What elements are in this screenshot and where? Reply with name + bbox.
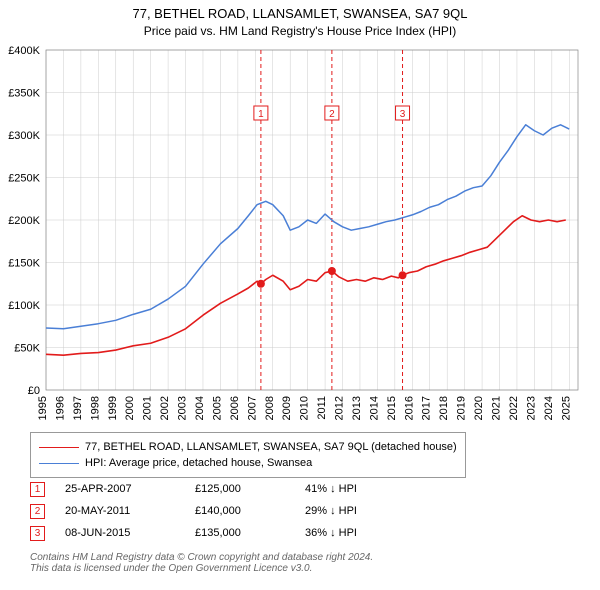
svg-text:£250K: £250K — [8, 173, 40, 185]
svg-text:2015: 2015 — [386, 396, 398, 420]
transaction-price: £125,000 — [195, 483, 305, 495]
transaction-marker-icon: 3 — [30, 526, 45, 541]
svg-text:2002: 2002 — [159, 396, 171, 420]
legend-label-hpi: HPI: Average price, detached house, Swan… — [85, 457, 312, 469]
transaction-date: 20-MAY-2011 — [65, 505, 195, 517]
legend-label-subject: 77, BETHEL ROAD, LLANSAMLET, SWANSEA, SA… — [85, 441, 457, 453]
svg-text:2012: 2012 — [334, 396, 346, 420]
svg-text:2024: 2024 — [543, 396, 555, 420]
svg-text:£100K: £100K — [8, 300, 40, 312]
chart-legend: 77, BETHEL ROAD, LLANSAMLET, SWANSEA, SA… — [30, 432, 466, 478]
svg-text:2004: 2004 — [194, 396, 206, 420]
svg-text:2008: 2008 — [264, 396, 276, 420]
transaction-hpi-delta: 36% ↓ HPI — [305, 527, 357, 539]
page-title: 77, BETHEL ROAD, LLANSAMLET, SWANSEA, SA… — [0, 6, 600, 21]
svg-text:2009: 2009 — [281, 396, 293, 420]
svg-text:2022: 2022 — [508, 396, 520, 420]
transaction-date: 25-APR-2007 — [65, 483, 195, 495]
svg-text:3: 3 — [400, 109, 406, 120]
svg-text:2011: 2011 — [316, 396, 328, 420]
transaction-row: 3 08-JUN-2015£135,00036% ↓ HPI — [30, 522, 357, 544]
svg-text:2013: 2013 — [351, 396, 363, 420]
legend-swatch-subject — [39, 447, 79, 448]
transactions-table: 1 25-APR-2007£125,00041% ↓ HPI 2 20-MAY-201… — [30, 478, 357, 544]
svg-text:1998: 1998 — [89, 396, 101, 420]
svg-text:2016: 2016 — [403, 396, 415, 420]
svg-text:2023: 2023 — [525, 396, 537, 420]
svg-text:2018: 2018 — [438, 396, 450, 420]
legend-swatch-hpi — [39, 463, 79, 464]
footnote-line1: Contains HM Land Registry data © Crown c… — [30, 552, 373, 563]
svg-text:2019: 2019 — [456, 396, 468, 420]
svg-text:£200K: £200K — [8, 215, 40, 227]
svg-text:£50K: £50K — [14, 343, 40, 355]
footnote-line2: This data is licensed under the Open Gov… — [30, 563, 373, 574]
svg-text:2001: 2001 — [142, 396, 154, 420]
svg-text:2006: 2006 — [229, 396, 241, 420]
transaction-marker-icon: 1 — [30, 482, 45, 497]
transaction-date: 08-JUN-2015 — [65, 527, 195, 539]
footnote: Contains HM Land Registry data © Crown c… — [30, 552, 373, 574]
transaction-marker-icon: 2 — [30, 504, 45, 519]
svg-text:2021: 2021 — [491, 396, 503, 420]
svg-text:2007: 2007 — [246, 396, 258, 420]
transaction-price: £140,000 — [195, 505, 305, 517]
svg-text:£400K: £400K — [8, 45, 40, 57]
svg-text:2005: 2005 — [211, 396, 223, 420]
svg-text:£150K: £150K — [8, 258, 40, 270]
svg-text:2025: 2025 — [560, 396, 572, 420]
svg-text:1: 1 — [258, 109, 264, 120]
page-subtitle: Price paid vs. HM Land Registry's House … — [0, 24, 600, 38]
svg-text:2: 2 — [329, 109, 335, 120]
svg-text:2017: 2017 — [421, 396, 433, 420]
transaction-hpi-delta: 29% ↓ HPI — [305, 505, 357, 517]
svg-text:2000: 2000 — [124, 396, 136, 420]
svg-text:1995: 1995 — [37, 396, 49, 420]
svg-text:2010: 2010 — [299, 396, 311, 420]
svg-text:£0: £0 — [28, 385, 40, 397]
transaction-hpi-delta: 41% ↓ HPI — [305, 483, 357, 495]
svg-text:1997: 1997 — [72, 396, 84, 420]
transaction-row: 2 20-MAY-2011£140,00029% ↓ HPI — [30, 500, 357, 522]
svg-text:2020: 2020 — [473, 396, 485, 420]
svg-text:2014: 2014 — [368, 396, 380, 420]
svg-text:1996: 1996 — [54, 396, 66, 420]
price-hpi-chart: £0 £50K £100K £150K £200K £250K £300K £350K £400… — [0, 44, 600, 444]
transaction-row: 1 25-APR-2007£125,00041% ↓ HPI — [30, 478, 357, 500]
svg-text:1999: 1999 — [107, 396, 119, 420]
transaction-price: £135,000 — [195, 527, 305, 539]
svg-text:2003: 2003 — [177, 396, 189, 420]
svg-text:£300K: £300K — [8, 130, 40, 142]
svg-text:£350K: £350K — [8, 88, 40, 100]
